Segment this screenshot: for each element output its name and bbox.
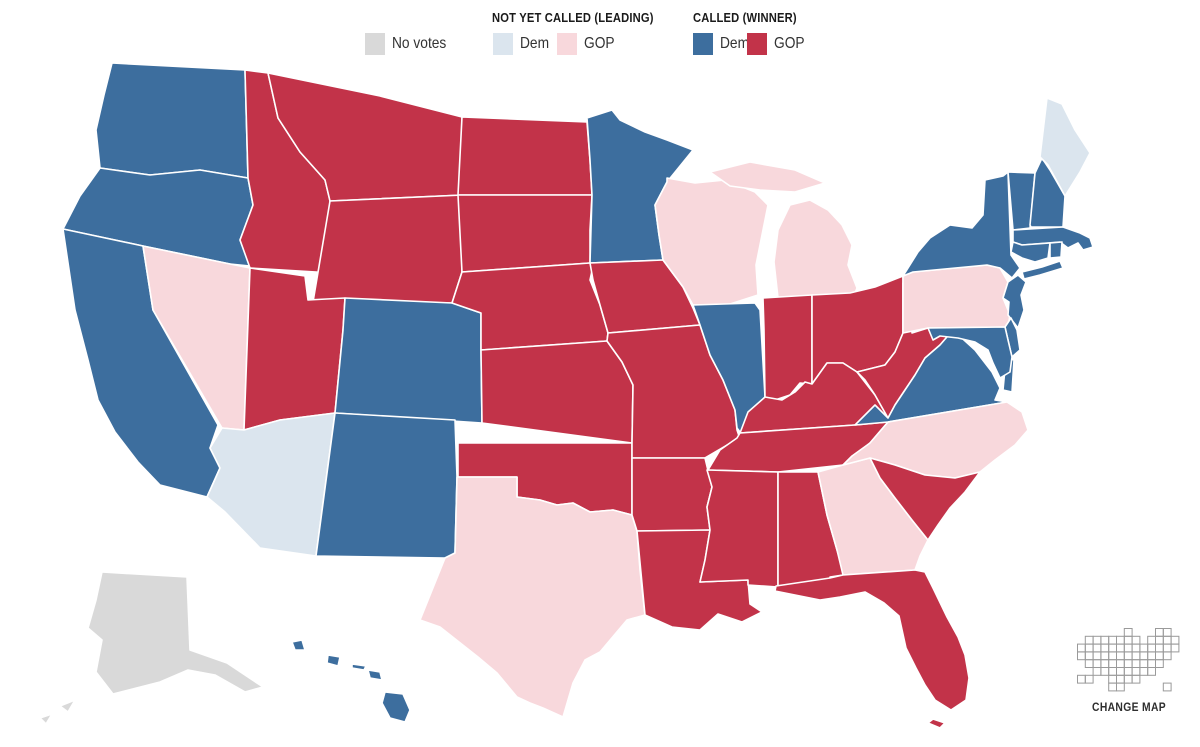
state-NY[interactable]: New York — [902, 171, 1021, 279]
state-RI[interactable]: Rhode Island — [1049, 241, 1063, 259]
state-AK[interactable]: Alaska — [39, 713, 53, 725]
state-ME[interactable]: Maine — [1039, 97, 1091, 197]
state-NY[interactable]: New York — [1021, 260, 1064, 280]
state-CT[interactable]: Connecticut — [1010, 241, 1051, 263]
state-HI[interactable]: Hawaii — [381, 691, 411, 723]
state-CO[interactable]: Colorado — [334, 297, 483, 424]
state-FL[interactable]: Florida — [774, 569, 970, 711]
legend-swatch-dem-leading — [493, 33, 513, 55]
cartogram-icon — [1077, 628, 1180, 692]
state-SC[interactable]: South Carolina — [869, 457, 981, 541]
state-MI[interactable]: Michigan — [709, 161, 826, 193]
legend-label-dem-leading: Dem — [520, 35, 550, 52]
change-map-label: CHANGE MAP — [1092, 700, 1166, 714]
legend-label-dem-called: Dem — [720, 35, 750, 52]
state-HI[interactable]: Hawaii — [367, 669, 383, 681]
legend-swatch-dem-called — [693, 33, 713, 55]
state-IL[interactable]: Illinois — [692, 302, 766, 433]
state-AZ[interactable]: Arizona — [206, 412, 336, 557]
state-NM[interactable]: New Mexico — [315, 412, 458, 559]
state-AK[interactable]: Alaska — [87, 571, 264, 695]
state-TX[interactable]: Texas — [419, 476, 646, 718]
state-ND[interactable]: North Dakota — [457, 116, 593, 196]
legend-label-gop-called: GOP — [774, 35, 805, 52]
legend-swatch-gop-called — [747, 33, 767, 55]
state-MD[interactable]: Maryland — [927, 326, 1013, 379]
state-NJ[interactable]: New Jersey — [1002, 274, 1027, 329]
state-AR[interactable]: Arkansas — [631, 457, 713, 532]
state-SD[interactable]: South Dakota — [457, 194, 593, 273]
legend-label-gop-leading: GOP — [584, 35, 615, 52]
state-HI[interactable]: Hawaii — [291, 639, 306, 651]
state-AK[interactable]: Alaska — [59, 699, 76, 713]
state-MS[interactable]: Mississippi — [699, 469, 779, 588]
change-map-button[interactable]: CHANGE MAP — [1063, 628, 1195, 714]
state-FL[interactable]: Florida — [927, 718, 946, 729]
legend-swatch-no-votes — [365, 33, 385, 55]
state-PA[interactable]: Pennsylvania — [902, 264, 1011, 334]
map-legend: No votes NOT YET CALLED (LEADING) Dem GO… — [0, 0, 1200, 60]
state-KS[interactable]: Kansas — [480, 340, 634, 444]
state-HI[interactable]: Hawaii — [326, 654, 341, 667]
state-WA[interactable]: Washington — [95, 62, 249, 179]
legend-header-called: CALLED (WINNER) — [693, 10, 797, 25]
legend-header-not-yet-called: NOT YET CALLED (LEADING) — [492, 10, 654, 25]
state-VT[interactable]: Vermont — [1007, 171, 1036, 231]
state-WY[interactable]: Wyoming — [312, 194, 464, 304]
legend-swatch-gop-leading — [557, 33, 577, 55]
state-MI[interactable]: Michigan — [773, 199, 858, 299]
legend-label-no-votes: No votes — [392, 35, 447, 52]
state-HI[interactable]: Hawaii — [351, 663, 367, 671]
